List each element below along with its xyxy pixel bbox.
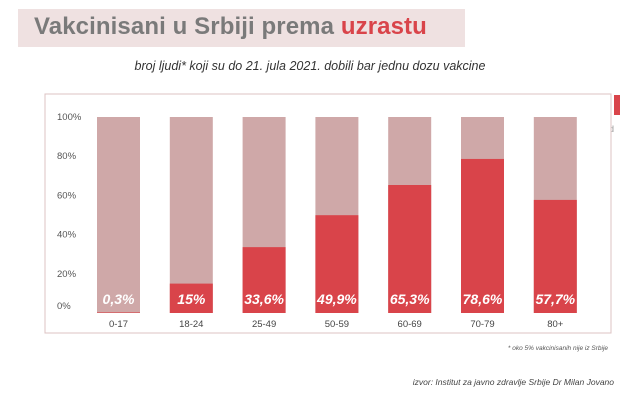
bar-total — [169, 117, 213, 313]
bar-vaccinated — [533, 199, 577, 313]
title-accent: uzrastu — [340, 13, 427, 40]
y-tick-label: 100% — [57, 112, 82, 123]
source-note: izvor: Institut za javno zdravlje Srbije… — [412, 377, 614, 387]
data-label: 78,6% — [463, 291, 503, 307]
footnote: * oko 5% vakcinisanih nije iz Srbije — [507, 345, 608, 352]
bar-vaccinated — [169, 283, 213, 313]
x-tick-label: 50-59 — [325, 319, 349, 330]
x-tick-label: 0-17 — [109, 319, 128, 330]
y-tick-label: 60% — [57, 190, 77, 201]
bars: 0,3% 15% 33,6% 49,9% 65,3% 78,6% 57,7% — [97, 117, 577, 313]
x-axis: 0-17 18-24 25-49 50-59 60-69 70-79 80+ — [109, 319, 564, 330]
bar-vaccinated — [461, 158, 504, 313]
bar-vaccinated — [388, 185, 432, 313]
y-tick-label: 20% — [57, 269, 77, 280]
bar-vaccinated — [97, 312, 140, 313]
y-tick-label: 0% — [57, 301, 71, 312]
x-tick-label: 60-69 — [398, 319, 422, 330]
data-label: 33,6% — [244, 291, 284, 307]
y-axis: 0% 20% 40% 60% 80% 100% — [57, 112, 82, 312]
x-tick-label: 80+ — [547, 319, 564, 330]
data-label: 0,3% — [103, 291, 135, 307]
data-label: 15% — [177, 291, 206, 307]
chart-subtitle: broj ljudi* koji su do 21. jula 2021. do… — [134, 59, 486, 73]
y-tick-label: 40% — [57, 230, 77, 241]
data-label: 49,9% — [316, 291, 357, 307]
data-label: 57,7% — [535, 291, 575, 307]
bar-vaccinated — [242, 247, 286, 313]
x-tick-label: 70-79 — [470, 319, 494, 330]
title-main: Vakcinisani u Srbiji prema — [34, 13, 335, 40]
title-band — [18, 9, 465, 47]
side-glyph: d — [609, 124, 615, 134]
side-accent-bar — [614, 95, 620, 115]
y-tick-label: 80% — [57, 151, 77, 162]
data-label: 65,3% — [390, 291, 430, 307]
x-tick-label: 25-49 — [252, 319, 276, 330]
bar-total — [97, 117, 140, 313]
bar-vaccinated — [315, 215, 359, 313]
page-title: Vakcinisani u Srbiji prema uzrastu — [34, 13, 427, 41]
x-tick-label: 18-24 — [179, 319, 203, 330]
